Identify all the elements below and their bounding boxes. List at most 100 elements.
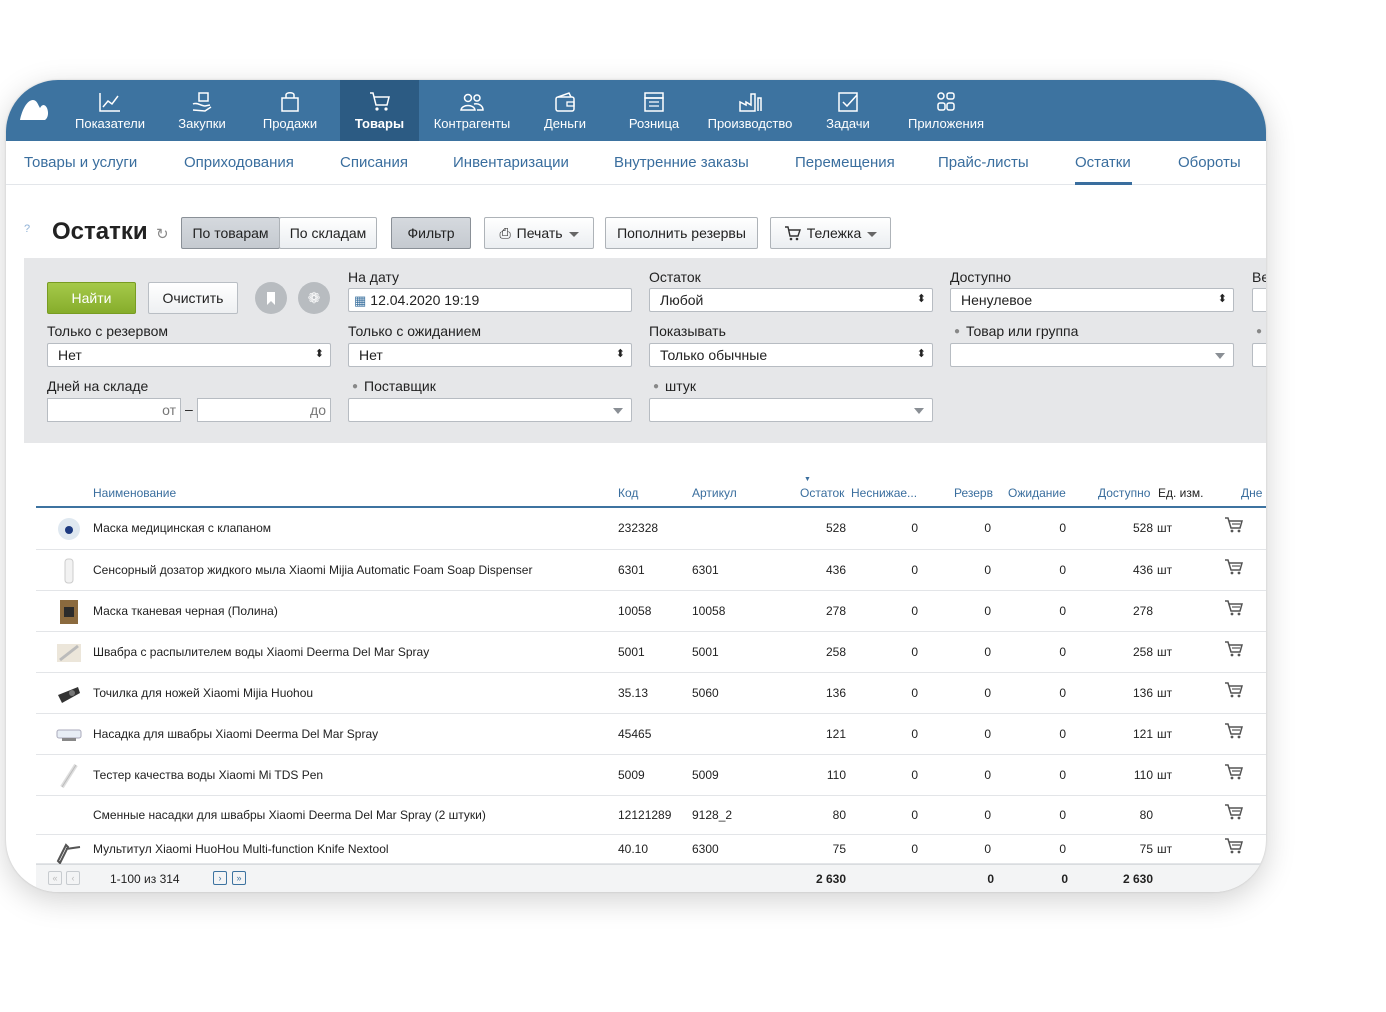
nav-item-retail[interactable]: Розница [622, 80, 686, 141]
product-thumbnail[interactable] [54, 597, 84, 627]
cell-name[interactable]: Точилка для ножей Xiaomi Mijia Huohou [93, 686, 314, 700]
col-days[interactable]: Дне [1241, 486, 1263, 500]
product-thumbnail[interactable] [54, 720, 84, 750]
subnav-turnover[interactable]: Обороты [1178, 154, 1241, 171]
cell-available: 80 [1139, 808, 1153, 822]
cell-name[interactable]: Мультитул Xiaomi HuoHou Multi-function K… [93, 842, 389, 856]
waiting-only-select[interactable]: Нет ⬍ [348, 343, 632, 367]
help-icon[interactable]: ? [24, 223, 31, 235]
table-row[interactable]: Сменные насадки для швабры Xiaomi Deerma… [36, 796, 1266, 835]
prev-page-button[interactable]: ‹ [66, 871, 80, 885]
subnav-write-offs[interactable]: Списания [340, 154, 408, 171]
nav-item-tasks[interactable]: Задачи [818, 80, 878, 141]
product-thumbnail[interactable] [54, 514, 84, 544]
pieces-select[interactable] [649, 398, 933, 422]
subnav-price-lists[interactable]: Прайс-листы [938, 154, 1029, 171]
next-page-button[interactable]: › [213, 871, 227, 885]
group-select[interactable] [950, 343, 1234, 367]
last-page-button[interactable]: » [232, 871, 246, 885]
logo-icon[interactable] [18, 96, 50, 122]
replenish-reserves-button[interactable]: Пополнить резервы [605, 217, 758, 249]
print-button[interactable]: ⎙ Печать [484, 217, 594, 249]
product-thumbnail[interactable] [54, 638, 84, 668]
nav-item-apps[interactable]: Приложения [906, 80, 986, 141]
col-stock[interactable]: Остаток [800, 486, 845, 500]
col-name[interactable]: Наименование [93, 486, 177, 500]
table-row[interactable]: Сенсорный дозатор жидкого мыла Xiaomi Mi… [36, 550, 1266, 591]
product-thumbnail[interactable] [54, 835, 84, 865]
first-page-button[interactable]: « [48, 871, 62, 885]
stock-select[interactable]: Любой ⬍ [649, 288, 933, 312]
product-thumbnail[interactable] [54, 761, 84, 791]
nav-item-counterparties[interactable]: Контрагенты [432, 80, 512, 141]
col-reserve[interactable]: Резерв [954, 486, 993, 500]
store-icon [644, 92, 664, 112]
date-field[interactable]: ▦ 12.04.2020 19:19 [348, 288, 632, 312]
cart-button[interactable]: Тележка [770, 217, 891, 249]
nav-item-money[interactable]: Деньги [536, 80, 594, 141]
subnav-inventories[interactable]: Инвентаризации [453, 154, 569, 171]
add-to-cart-icon[interactable] [1224, 558, 1244, 581]
table-row[interactable]: Тестер качества воды Xiaomi Mi TDS Pen 50… [36, 755, 1266, 796]
add-to-cart-icon[interactable] [1224, 763, 1244, 786]
subnav-internal-orders[interactable]: Внутренние заказы [614, 154, 749, 171]
product-thumbnail[interactable] [54, 556, 84, 586]
filter-button[interactable]: Фильтр [391, 217, 471, 249]
cell-name[interactable]: Швабра с распылителем воды Xiaomi Deerma… [93, 645, 430, 659]
col-available[interactable]: Доступно [1098, 486, 1151, 500]
supplier-select[interactable] [348, 398, 632, 422]
nav-item-production[interactable]: Производство [702, 80, 798, 141]
cell-name[interactable]: Тестер качества воды Xiaomi Mi TDS Pen [93, 768, 324, 782]
table-row[interactable]: Точилка для ножей Xiaomi Mijia Huohou 35.… [36, 673, 1266, 714]
cell-name[interactable]: Маска медицинская с клапаном [93, 521, 272, 535]
days-to-input[interactable]: до [197, 398, 331, 422]
col-unit[interactable]: Ед. изм. [1158, 486, 1204, 500]
table-row[interactable]: Мультитул Xiaomi HuoHou Multi-function K… [36, 835, 1266, 865]
nav-item-purchases[interactable]: Закупки [166, 80, 238, 141]
col-code[interactable]: Код [618, 486, 639, 500]
nav-item-goods[interactable]: Товары [340, 80, 419, 141]
col-waiting[interactable]: Ожидание [1008, 486, 1066, 500]
subnav-receipts[interactable]: Оприходования [184, 154, 294, 171]
cell-name[interactable]: Сенсорный дозатор жидкого мыла Xiaomi Mi… [93, 563, 533, 577]
product-thumbnail[interactable] [54, 679, 84, 709]
cell-stock: 436 [825, 563, 846, 577]
cell-min: 0 [911, 768, 918, 782]
add-to-cart-icon[interactable] [1224, 516, 1244, 539]
table-row[interactable]: Маска медицинская с клапаном 232328 528 0 0 0… [36, 508, 1266, 550]
cell-name[interactable]: Сменные насадки для швабры Xiaomi Deerma… [93, 808, 486, 822]
subnav-transfers[interactable]: Перемещения [795, 154, 895, 171]
active-tab-underline [1075, 182, 1132, 185]
cell-name[interactable]: Маска тканевая черная (Полина) [93, 604, 278, 618]
table-row[interactable]: Маска тканевая черная (Полина) 10058 10058… [36, 591, 1266, 632]
cell-name[interactable]: Насадка для швабры Xiaomi Deerma Del Mar… [93, 727, 379, 741]
reserve-only-select[interactable]: Нет ⬍ [47, 343, 331, 367]
add-to-cart-icon[interactable] [1224, 640, 1244, 663]
table-row[interactable]: Насадка для швабры Xiaomi Deerma Del Mar… [36, 714, 1266, 755]
nav-item-sales[interactable]: Продажи [254, 80, 326, 141]
subnav-goods-services[interactable]: Товары и услуги [24, 154, 138, 171]
available-select[interactable]: Ненулевое ⬍ [950, 288, 1234, 312]
nav-item-indicators[interactable]: Показатели [68, 80, 152, 141]
cut-off-field[interactable] [1252, 288, 1266, 312]
add-to-cart-icon[interactable] [1224, 837, 1244, 860]
bookmark-button[interactable] [255, 282, 287, 314]
cut-off-select[interactable] [1252, 343, 1266, 367]
add-to-cart-icon[interactable] [1224, 722, 1244, 745]
by-goods-button[interactable]: По товарам [181, 217, 280, 249]
add-to-cart-icon[interactable] [1224, 803, 1244, 826]
find-button[interactable]: Найти [47, 282, 136, 314]
clear-button[interactable]: Очистить [148, 282, 238, 314]
by-warehouses-button[interactable]: По складам [279, 217, 377, 249]
subnav-stock[interactable]: Остатки [1075, 154, 1131, 171]
col-article[interactable]: Артикул [692, 486, 737, 500]
refresh-icon[interactable]: ↻ [156, 226, 169, 243]
days-from-input[interactable]: от [47, 398, 181, 422]
add-to-cart-icon[interactable] [1224, 681, 1244, 704]
col-min-balance[interactable]: Неснижае... [851, 486, 918, 500]
show-select[interactable]: Только обычные ⬍ [649, 343, 933, 367]
add-to-cart-icon[interactable] [1224, 599, 1244, 622]
show-value: Только обычные [660, 347, 768, 363]
table-row[interactable]: Швабра с распылителем воды Xiaomi Deerma… [36, 632, 1266, 673]
settings-button[interactable]: ❁ [298, 282, 330, 314]
